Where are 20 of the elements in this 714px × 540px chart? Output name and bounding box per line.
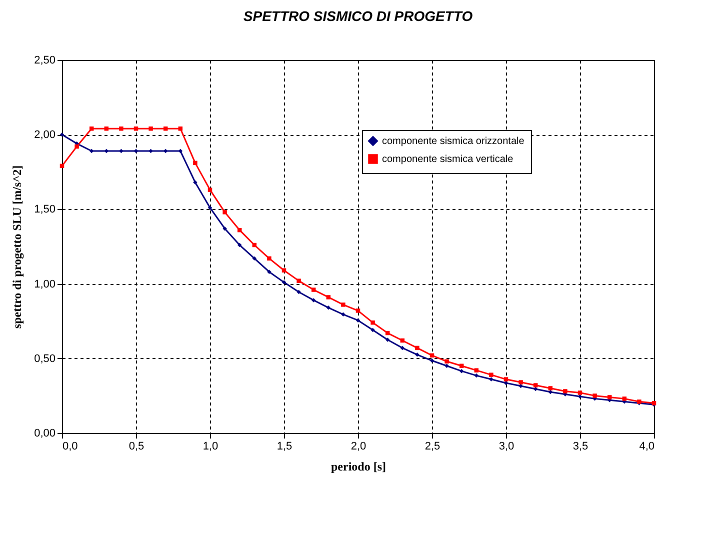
x-tick-label: 0,5 [128,440,144,452]
x-axis-title: periodo [s] [331,460,386,474]
x-tick-label: 4,0 [639,440,654,452]
legend-label: componente sismica verticale [382,154,514,165]
y-axis-title: spettro di progetto SLU [m/s^2] [10,165,24,329]
x-tick-label: 2,5 [424,440,440,452]
x-tick-label: 0,0 [62,440,78,452]
y-tick-label: 1,00 [34,278,56,290]
y-tick-label: 2,50 [34,54,56,66]
x-tick-label: 3,5 [572,440,588,452]
chart-title: SPETTRO SISMICO DI PROGETTO [243,8,473,24]
x-tick-label: 2,0 [350,440,366,452]
legend-label: componente sismica orizzontale [382,136,525,147]
y-tick-label: 2,00 [34,129,56,142]
x-tick-label: 3,0 [498,440,514,452]
x-tick-label: 1,5 [276,440,292,452]
x-tick-label: 1,0 [202,440,218,452]
y-tick-label: 0,50 [34,352,56,365]
y-tick-label: 0,00 [34,428,56,440]
y-tick-label: 1,50 [34,204,56,216]
